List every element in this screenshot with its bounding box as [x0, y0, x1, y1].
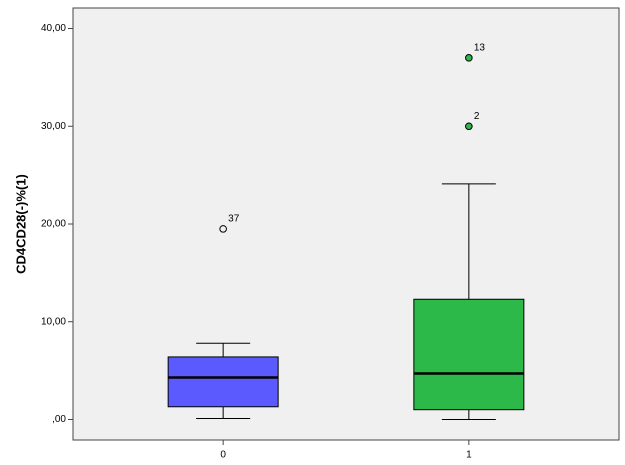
y-tick-label: ,00	[52, 414, 66, 425]
y-tick-label: 40,00	[41, 23, 66, 34]
y-tick-label: 20,00	[41, 219, 66, 230]
plot-area	[72, 7, 620, 441]
outlier-label: 13	[474, 42, 486, 53]
outlier	[465, 54, 473, 62]
outlier-label: 2	[474, 111, 480, 122]
box	[167, 356, 279, 408]
box	[413, 298, 525, 411]
y-tick-label: 10,00	[41, 316, 66, 327]
outlier	[465, 122, 473, 131]
outlier	[219, 225, 227, 233]
outlier-label: 37	[228, 214, 240, 225]
y-tick-label: 30,00	[41, 121, 66, 132]
x-tick-label: 0	[220, 450, 226, 461]
x-tick-label: 1	[466, 450, 472, 461]
y-axis-label: CD4CD28(-)%(1)	[13, 174, 28, 274]
